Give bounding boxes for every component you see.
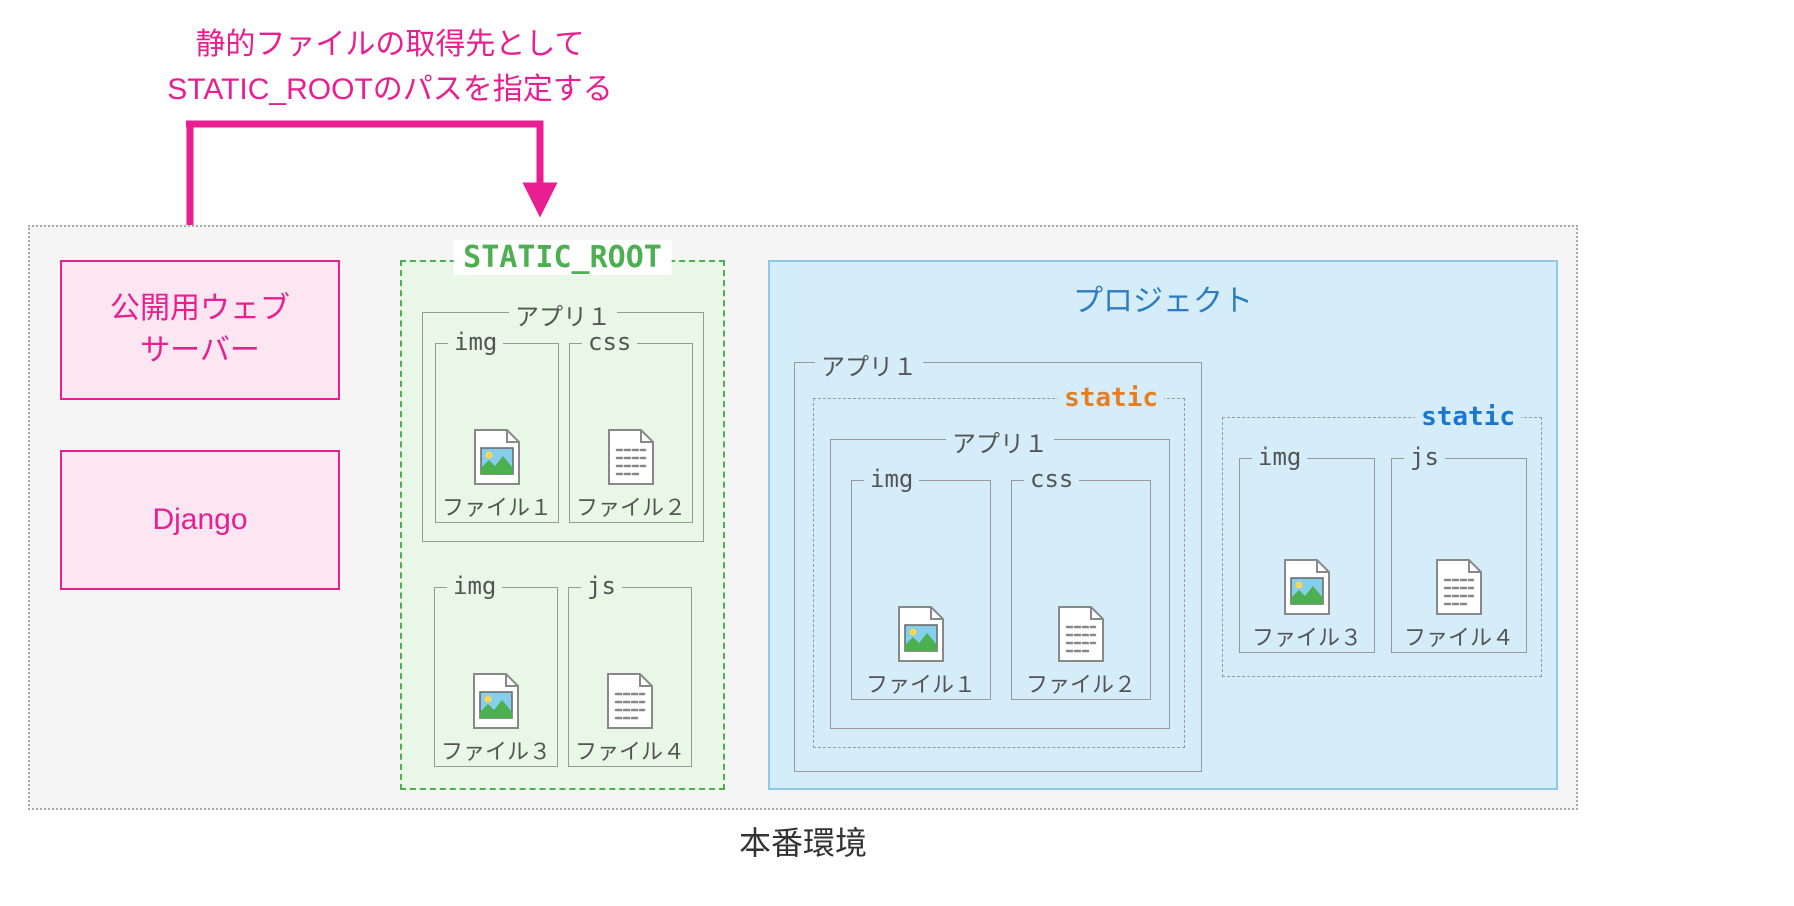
proj-static2-js-caption: ファイル４ — [1404, 620, 1514, 652]
sr-app1-legend: アプリ１ — [509, 297, 617, 332]
image-file-icon — [1277, 558, 1337, 616]
proj-static2-img-legend: img — [1252, 443, 1307, 471]
project-title: プロジェクト — [770, 276, 1556, 320]
sr-loose-img-legend: img — [447, 572, 502, 600]
sr-app1-css-box: css ファイル２ — [569, 343, 693, 523]
proj-app1-static-box: static アプリ１ img ファイル１ css ファイル２ — [813, 398, 1185, 748]
project-box: プロジェクト アプリ１ static アプリ１ img ファイル１ css — [768, 260, 1558, 790]
sr-app1-box: アプリ１ img ファイル１ css ファイル２ — [422, 312, 704, 542]
sr-app1-img-box: img ファイル１ — [435, 343, 559, 523]
proj-static2-img-box: img ファイル３ — [1239, 458, 1375, 653]
sr-loose-js-box: js ファイル４ — [568, 587, 692, 767]
image-file-icon — [891, 605, 951, 663]
static-root-title: STATIC_ROOT — [453, 240, 672, 275]
proj-inner-css-caption: ファイル２ — [1026, 667, 1136, 699]
production-env-label: 本番環境 — [28, 818, 1578, 864]
sr-loose-js-caption: ファイル４ — [575, 734, 685, 766]
text-file-icon — [600, 672, 660, 730]
proj-static2-legend: static — [1415, 402, 1521, 432]
proj-static2-box: static img ファイル３ js ファイル４ — [1222, 417, 1542, 677]
proj-static2-js-box: js ファイル４ — [1391, 458, 1527, 653]
proj-static2-js-legend: js — [1404, 443, 1445, 471]
text-file-icon — [1051, 605, 1111, 663]
proj-app1-inner-legend: アプリ１ — [946, 424, 1054, 459]
django-box: Django — [60, 450, 340, 590]
sr-app1-css-caption: ファイル２ — [576, 490, 686, 522]
proj-inner-css-legend: css — [1024, 465, 1079, 493]
sr-app1-img-legend: img — [448, 328, 503, 356]
proj-inner-css-box: css ファイル２ — [1011, 480, 1151, 700]
proj-inner-img-legend: img — [864, 465, 919, 493]
sr-app1-css-legend: css — [582, 328, 637, 356]
web-server-box: 公開用ウェブ サーバー — [60, 260, 340, 400]
proj-app1-static-legend: static — [1058, 383, 1164, 413]
sr-app1-img-caption: ファイル１ — [442, 490, 552, 522]
image-file-icon — [467, 428, 527, 486]
proj-app1-inner-box: アプリ１ img ファイル１ css ファイル２ — [830, 439, 1170, 729]
static-root-box: STATIC_ROOT アプリ１ img ファイル１ css ファイル２ img… — [400, 260, 725, 790]
proj-app1-legend: アプリ１ — [815, 347, 923, 382]
image-file-icon — [466, 672, 526, 730]
proj-inner-img-caption: ファイル１ — [866, 667, 976, 699]
sr-loose-img-box: img ファイル３ — [434, 587, 558, 767]
sr-loose-img-caption: ファイル３ — [441, 734, 551, 766]
proj-static2-img-caption: ファイル３ — [1252, 620, 1362, 652]
text-file-icon — [1429, 558, 1489, 616]
proj-inner-img-box: img ファイル１ — [851, 480, 991, 700]
proj-app1-box: アプリ１ static アプリ１ img ファイル１ css — [794, 362, 1202, 772]
sr-loose-js-legend: js — [581, 572, 622, 600]
text-file-icon — [601, 428, 661, 486]
